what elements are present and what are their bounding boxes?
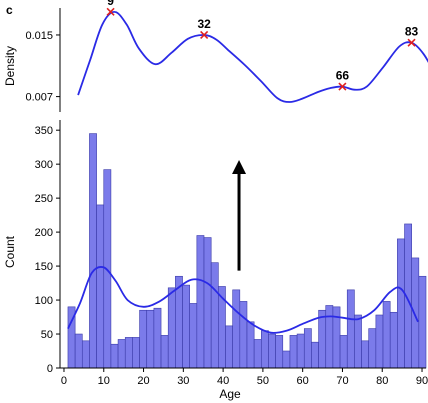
histogram-bar [354, 314, 362, 369]
histogram-bar [325, 305, 334, 369]
density-peak-label: 66 [336, 69, 350, 83]
histogram-y-ticks: 0 50 100 150 200 250 300 350 [35, 125, 60, 375]
density-y-tick-label: 0.007 [25, 92, 53, 104]
histogram-x-tick-label: 20 [137, 375, 149, 387]
histogram-x-tick-label: 10 [98, 375, 110, 387]
histogram-bar [375, 314, 384, 369]
histogram-bar [146, 309, 155, 369]
histogram-bar [311, 341, 319, 369]
panel-letter: c [6, 3, 13, 17]
histogram-bar [81, 340, 90, 369]
histogram-y-tick-label: 100 [35, 295, 53, 307]
histogram-bar [397, 238, 405, 369]
histogram-panel: 0 50 100 150 200 250 300 350 0 10 20 30 40 50 60 70 80 9… [3, 120, 428, 401]
histogram-bar [260, 330, 269, 369]
histogram-bar [268, 333, 276, 369]
histogram-bar [303, 328, 312, 369]
histogram-bar [239, 301, 248, 369]
histogram-y-tick-label: 50 [41, 329, 53, 341]
density-y-axis-label: Density [3, 46, 17, 86]
histogram-x-tick-label: 90 [416, 375, 428, 387]
histogram-bar [96, 204, 105, 369]
histogram-y-tick-label: 350 [35, 125, 53, 137]
histogram-bar [282, 350, 291, 369]
histogram-bar [246, 321, 255, 369]
histogram-x-tick-label: 30 [177, 375, 189, 387]
histogram-bar [296, 333, 305, 369]
up-arrow [232, 159, 247, 271]
histogram-y-tick-label: 150 [35, 261, 53, 273]
histogram-bar [418, 275, 427, 369]
histogram-bar [289, 335, 298, 369]
histogram-bar [389, 311, 398, 369]
histogram-bar [232, 289, 241, 369]
histogram-x-tick-label: 60 [297, 375, 309, 387]
histogram-bar [124, 337, 133, 369]
histogram-bar [411, 257, 420, 369]
histogram-bar [139, 309, 148, 369]
histogram-x-tick-label: 0 [61, 375, 67, 387]
density-peak-label: 9 [107, 0, 114, 8]
histogram-x-axis-label: Age [219, 387, 241, 401]
histogram-bar [132, 337, 140, 369]
histogram-x-tick-label: 70 [336, 375, 348, 387]
histogram-bar [182, 284, 190, 369]
histogram-y-tick-label: 200 [35, 227, 53, 239]
histogram-x-tick-label: 50 [257, 375, 269, 387]
histogram-bar [361, 340, 370, 369]
histogram-x-tick-label: 80 [376, 375, 388, 387]
density-y-tick-label: 0.015 [25, 30, 53, 42]
histogram-bar [318, 309, 327, 369]
histogram-bar [210, 262, 219, 369]
histogram-kde-curve [67, 265, 419, 334]
histogram-y-tick-label: 300 [35, 159, 53, 171]
histogram-bar [346, 289, 355, 369]
histogram-bar [382, 301, 391, 369]
histogram-y-axis-label: Count [3, 235, 17, 268]
histogram-bar [253, 339, 262, 369]
histogram-bar [275, 335, 284, 369]
histogram-bar [117, 339, 126, 369]
histogram-bars [67, 133, 427, 369]
density-curve [77, 11, 428, 103]
density-peak-label: 83 [405, 25, 419, 39]
histogram-bar [203, 237, 212, 369]
histogram-bar [160, 335, 169, 369]
histogram-bar [368, 328, 377, 369]
density-peak-marker [106, 7, 115, 16]
histogram-x-tick-label: 40 [217, 375, 229, 387]
histogram-bar [189, 303, 198, 369]
histogram-bar [339, 335, 348, 369]
density-y-ticks: 0.007 0.015 [25, 30, 60, 104]
density-peak-marker [407, 38, 416, 47]
histogram-bar [225, 325, 233, 369]
histogram-bar [196, 235, 205, 369]
density-peak-marker [338, 82, 347, 91]
histogram-y-tick-label: 0 [47, 363, 53, 375]
arrow-head [232, 159, 247, 174]
density-peak-marker [200, 30, 209, 40]
histogram-bar [167, 287, 176, 369]
histogram-x-ticks: 0 10 20 30 40 50 60 70 80 90 [61, 368, 428, 387]
histogram-bar [153, 307, 162, 369]
histogram-bar [110, 343, 119, 369]
density-peak-label: 32 [197, 17, 211, 31]
density-peaks: 9 32 66 83 [106, 0, 419, 91]
histogram-y-tick-label: 250 [35, 193, 53, 205]
density-panel: 0.007 0.015 Density 9 32 66 83 [3, 0, 428, 112]
histogram-bar [74, 333, 83, 369]
histogram-bar [89, 133, 97, 369]
